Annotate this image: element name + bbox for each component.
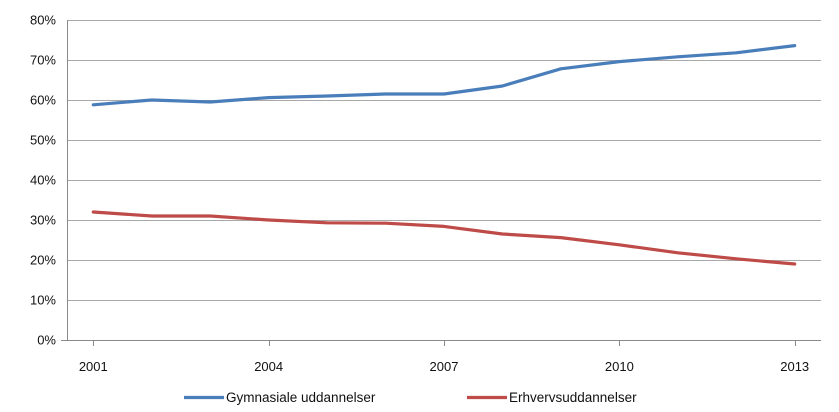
axes: 0% 10% 20% 30% 40% 50% 60% 70% 80% 2001 2004 2007 20… [30, 13, 821, 374]
legend-label-gymnasiale: Gymnasiale uddannelser [226, 390, 376, 405]
legend-label-erhvervs: Erhvervsuddannelser [509, 390, 637, 405]
x-tick-label-2010: 2010 [605, 359, 634, 374]
y-tick-label-30: 30% [30, 213, 56, 228]
y-tick-label-40: 40% [30, 173, 56, 188]
y-tick-label-60: 60% [30, 93, 56, 108]
legend: Gymnasiale uddannelser Erhvervsuddannelse… [184, 390, 637, 405]
series-line-gymnasiale [91, 43, 797, 107]
y-tick-label-50: 50% [30, 133, 56, 148]
x-tick-label-2013: 2013 [780, 359, 809, 374]
y-tick-label-10: 10% [30, 293, 56, 308]
y-tick-label-0: 0% [37, 333, 56, 348]
x-tick-label-2007: 2007 [430, 359, 459, 374]
series-line-erhvervs [91, 210, 797, 266]
x-tick-label-2004: 2004 [254, 359, 283, 374]
gridlines [67, 20, 821, 301]
y-tick-label-20: 20% [30, 253, 56, 268]
y-tick-label-70: 70% [30, 53, 56, 68]
series-lines [91, 43, 797, 266]
y-tick-label-80: 80% [30, 13, 56, 28]
x-tick-label-2001: 2001 [79, 359, 108, 374]
